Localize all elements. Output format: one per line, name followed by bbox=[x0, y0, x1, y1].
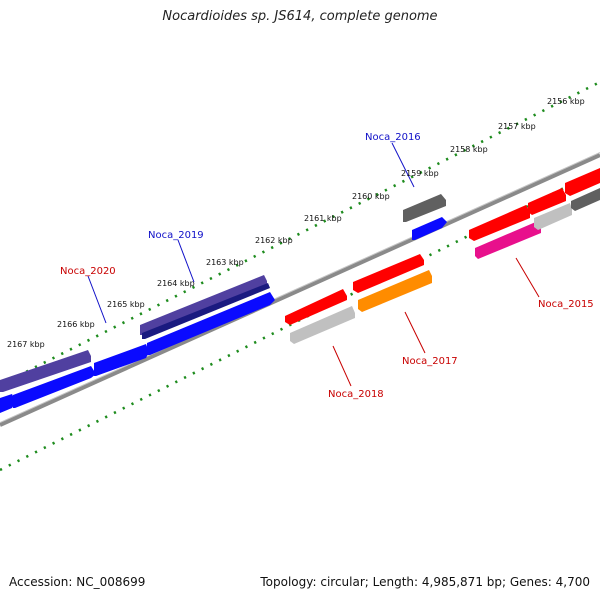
genes bbox=[0, 168, 600, 413]
gene-label-leaders bbox=[87, 142, 540, 387]
gene-noca-2018[interactable] bbox=[285, 289, 347, 325]
leader-noca-2017 bbox=[404, 311, 426, 354]
scale-label-2161: 2161 kbp bbox=[304, 214, 342, 223]
gene-darkgray-right[interactable] bbox=[571, 188, 600, 211]
gene-label-noca-2019[interactable]: Noca_2019 bbox=[148, 230, 204, 241]
gene-label-noca-2020[interactable]: Noca_2020 bbox=[60, 266, 116, 277]
scale-label-2158: 2158 kbp bbox=[450, 145, 488, 154]
gene-noca-2016-b[interactable] bbox=[412, 217, 447, 240]
leader-noca-2019 bbox=[177, 239, 195, 283]
scale-label-2166: 2166 kbp bbox=[57, 320, 95, 329]
gene-noca-2019[interactable] bbox=[140, 275, 267, 335]
gene-noca-2015-b[interactable] bbox=[475, 221, 541, 259]
gene-noca-2017[interactable] bbox=[353, 254, 424, 293]
gene-noca-2016[interactable] bbox=[403, 194, 446, 222]
scale-label-2167: 2167 kbp bbox=[7, 340, 45, 349]
page-title: Nocardioides sp. JS614, complete genome bbox=[162, 9, 438, 24]
gene-noca-2020[interactable] bbox=[0, 350, 91, 392]
gene-label-noca-2017[interactable]: Noca_2017 bbox=[402, 356, 458, 367]
backbone-highlight bbox=[0, 152, 600, 423]
scale-label-2160: 2160 kbp bbox=[352, 192, 390, 201]
scale-label-2165: 2165 kbp bbox=[107, 300, 145, 309]
outer-tick-line bbox=[0, 80, 600, 387]
genome-backbone bbox=[0, 152, 600, 427]
outer-tick-track bbox=[0, 80, 600, 387]
gene-red-right-2[interactable] bbox=[565, 168, 600, 196]
scale-label-2159: 2159 kbp bbox=[401, 169, 439, 178]
gene-blue-3[interactable] bbox=[94, 344, 149, 376]
gene-label-noca-2015[interactable]: Noca_2015 bbox=[538, 299, 594, 310]
leader-noca-2015 bbox=[515, 257, 540, 298]
gene-noca-2019-inner[interactable] bbox=[142, 283, 270, 339]
leader-noca-2018 bbox=[332, 345, 352, 387]
gene-label-noca-2018[interactable]: Noca_2018 bbox=[328, 389, 384, 400]
gene-red-right-1[interactable] bbox=[528, 188, 566, 215]
scale-label-2156: 2156 kbp bbox=[547, 97, 585, 106]
gene-blue-2[interactable] bbox=[13, 366, 96, 408]
scale-labels: 2156 kbp 2157 kbp 2158 kbp 2159 kbp 2160… bbox=[7, 97, 585, 349]
scale-label-2163: 2163 kbp bbox=[206, 258, 244, 267]
gene-labels: Noca_2016 Noca_2019 Noca_2020 Noca_2015 … bbox=[60, 132, 594, 400]
gene-blue-4[interactable] bbox=[147, 292, 275, 355]
leader-noca-2016 bbox=[391, 142, 415, 188]
leader-noca-2020 bbox=[87, 275, 107, 324]
gene-noca-2015[interactable] bbox=[469, 205, 530, 241]
gene-noca-2017-b[interactable] bbox=[358, 270, 432, 312]
gene-gray-right[interactable] bbox=[534, 203, 572, 230]
gene-noca-2018-b[interactable] bbox=[290, 306, 355, 344]
scale-label-2162: 2162 kbp bbox=[255, 236, 293, 245]
gene-label-noca-2016[interactable]: Noca_2016 bbox=[365, 132, 421, 143]
genome-summary: Topology: circular; Length: 4,985,871 bp… bbox=[260, 575, 590, 589]
scale-label-2164: 2164 kbp bbox=[157, 279, 195, 288]
gene-blue-1[interactable] bbox=[0, 394, 16, 413]
accession-label: Accession: NC_008699 bbox=[9, 575, 146, 589]
scale-label-2157: 2157 kbp bbox=[498, 122, 536, 131]
backbone-line bbox=[0, 153, 600, 427]
